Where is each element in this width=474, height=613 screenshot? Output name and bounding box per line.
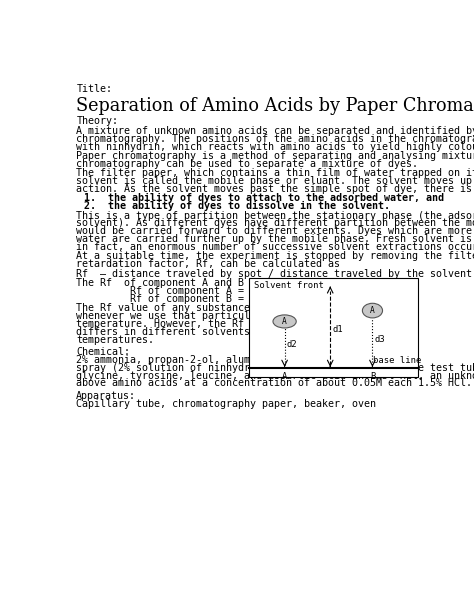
Text: glycine, tyrosine, leucine, and aspartic acid in 1.5% HCl, an unknown containing: glycine, tyrosine, leucine, and aspartic… [76,371,474,381]
Text: retardation factor, Rf, can be calculated as: retardation factor, Rf, can be calculate… [76,259,340,269]
Text: 1.  the ability of dyes to attach to the adsorbed water, and: 1. the ability of dyes to attach to the … [84,193,444,204]
Text: The filter paper, which contains a thin film of water trapped on it, forms the s: The filter paper, which contains a thin … [76,169,474,178]
Text: The Rf  of component A and B can be determined as:: The Rf of component A and B can be deter… [76,278,376,288]
Text: The Rf value of any substance may be about the same: The Rf value of any substance may be abo… [76,303,383,313]
Text: This is a type of partition between the stationary phase (the adsorbed water) an: This is a type of partition between the … [76,211,474,221]
Text: Title:: Title: [76,83,112,94]
Ellipse shape [363,303,383,318]
Text: d1: d1 [333,325,343,334]
Text: 2.  the ability of dyes to dissolve in the solvent.: 2. the ability of dyes to dissolve in th… [84,201,390,211]
Text: At a suitable time, the experiment is stopped by removing the filter paper from : At a suitable time, the experiment is st… [76,251,474,261]
Text: Rf  – distance traveled by spot / distance traveled by the solvent (Note: Rf val: Rf – distance traveled by spot / distanc… [76,268,474,279]
Text: Paper chromatography is a method of separating and analysing mixture. For exampl: Paper chromatography is a method of sepa… [76,151,474,161]
Text: differs in different solvents and at different: differs in different solvents and at dif… [76,327,352,337]
Ellipse shape [273,315,296,328]
Text: Apparatus:: Apparatus: [76,391,137,401]
Bar [249,278,418,376]
Text: A mixture of unknown amino acids can be separated and identified by means of pap: A mixture of unknown amino acids can be … [76,126,474,136]
Text: water are carried further up by the mobile phase. Fresh solvent is continuously : water are carried further up by the mobi… [76,234,474,244]
Text: Rf of component B = d₃ / d₁: Rf of component B = d₃ / d₁ [82,294,292,304]
Text: chromatography. The positions of the amino acids in the chromatogram can be dete: chromatography. The positions of the ami… [76,134,474,144]
Text: A: A [282,317,287,326]
Text: A: A [282,371,287,381]
Text: B: B [370,371,375,381]
Text: Solvent front: Solvent front [254,281,324,290]
Text: whenever we use that particular solvent at a given: whenever we use that particular solvent … [76,311,376,321]
Text: solvent is called the mobile phase or eluant. The solvent moves up a piece of fi: solvent is called the mobile phase or el… [76,176,474,186]
Text: above amino acids at a concentration of about 0.05M each 1.5% HCl.: above amino acids at a concentration of … [76,378,472,389]
Text: solvent). As different dyes have different partition between the mobile and the : solvent). As different dyes have differe… [76,218,474,229]
Text: would be carried forward to different extents. Dyes which are more soluble in th: would be carried forward to different ex… [76,226,474,237]
Text: action. As the solvent moves past the simple spot of dye, there is a competition: action. As the solvent moves past the si… [76,184,474,194]
Text: spray (2% solution of ninhydrin in ethanol), four separate test tubes containing: spray (2% solution of ninhydrin in ethan… [76,363,474,373]
Text: base line: base line [373,356,421,365]
Text: Separation of Amino Acids by Paper Chromatography: Separation of Amino Acids by Paper Chrom… [76,97,474,115]
Text: Chemical:: Chemical: [76,347,130,357]
Text: temperature. However, the Rf value of a substance: temperature. However, the Rf value of a … [76,319,370,329]
Text: Rf of component A = d₂ / d₁: Rf of component A = d₂ / d₁ [82,286,292,296]
Text: temperatures.: temperatures. [76,335,155,345]
Text: Capillary tube, chromatography paper, beaker, oven: Capillary tube, chromatography paper, be… [76,399,376,409]
Text: Theory:: Theory: [76,116,118,126]
Text: d2: d2 [287,340,298,349]
Text: A: A [370,306,375,315]
Text: d3: d3 [374,335,385,344]
Text: 2% ammonia, propan-2-ol, aluminium foil, ninhydrin: 2% ammonia, propan-2-ol, aluminium foil,… [76,355,376,365]
Text: with ninhydrin, which reacts with amino acids to yield highly coloured products : with ninhydrin, which reacts with amino … [76,142,474,151]
Text: in fact, an enormous number of successive solvent extractions occur.: in fact, an enormous number of successiv… [76,242,474,252]
Text: chromatography can be used to separate a mixture of dyes.: chromatography can be used to separate a… [76,159,418,169]
